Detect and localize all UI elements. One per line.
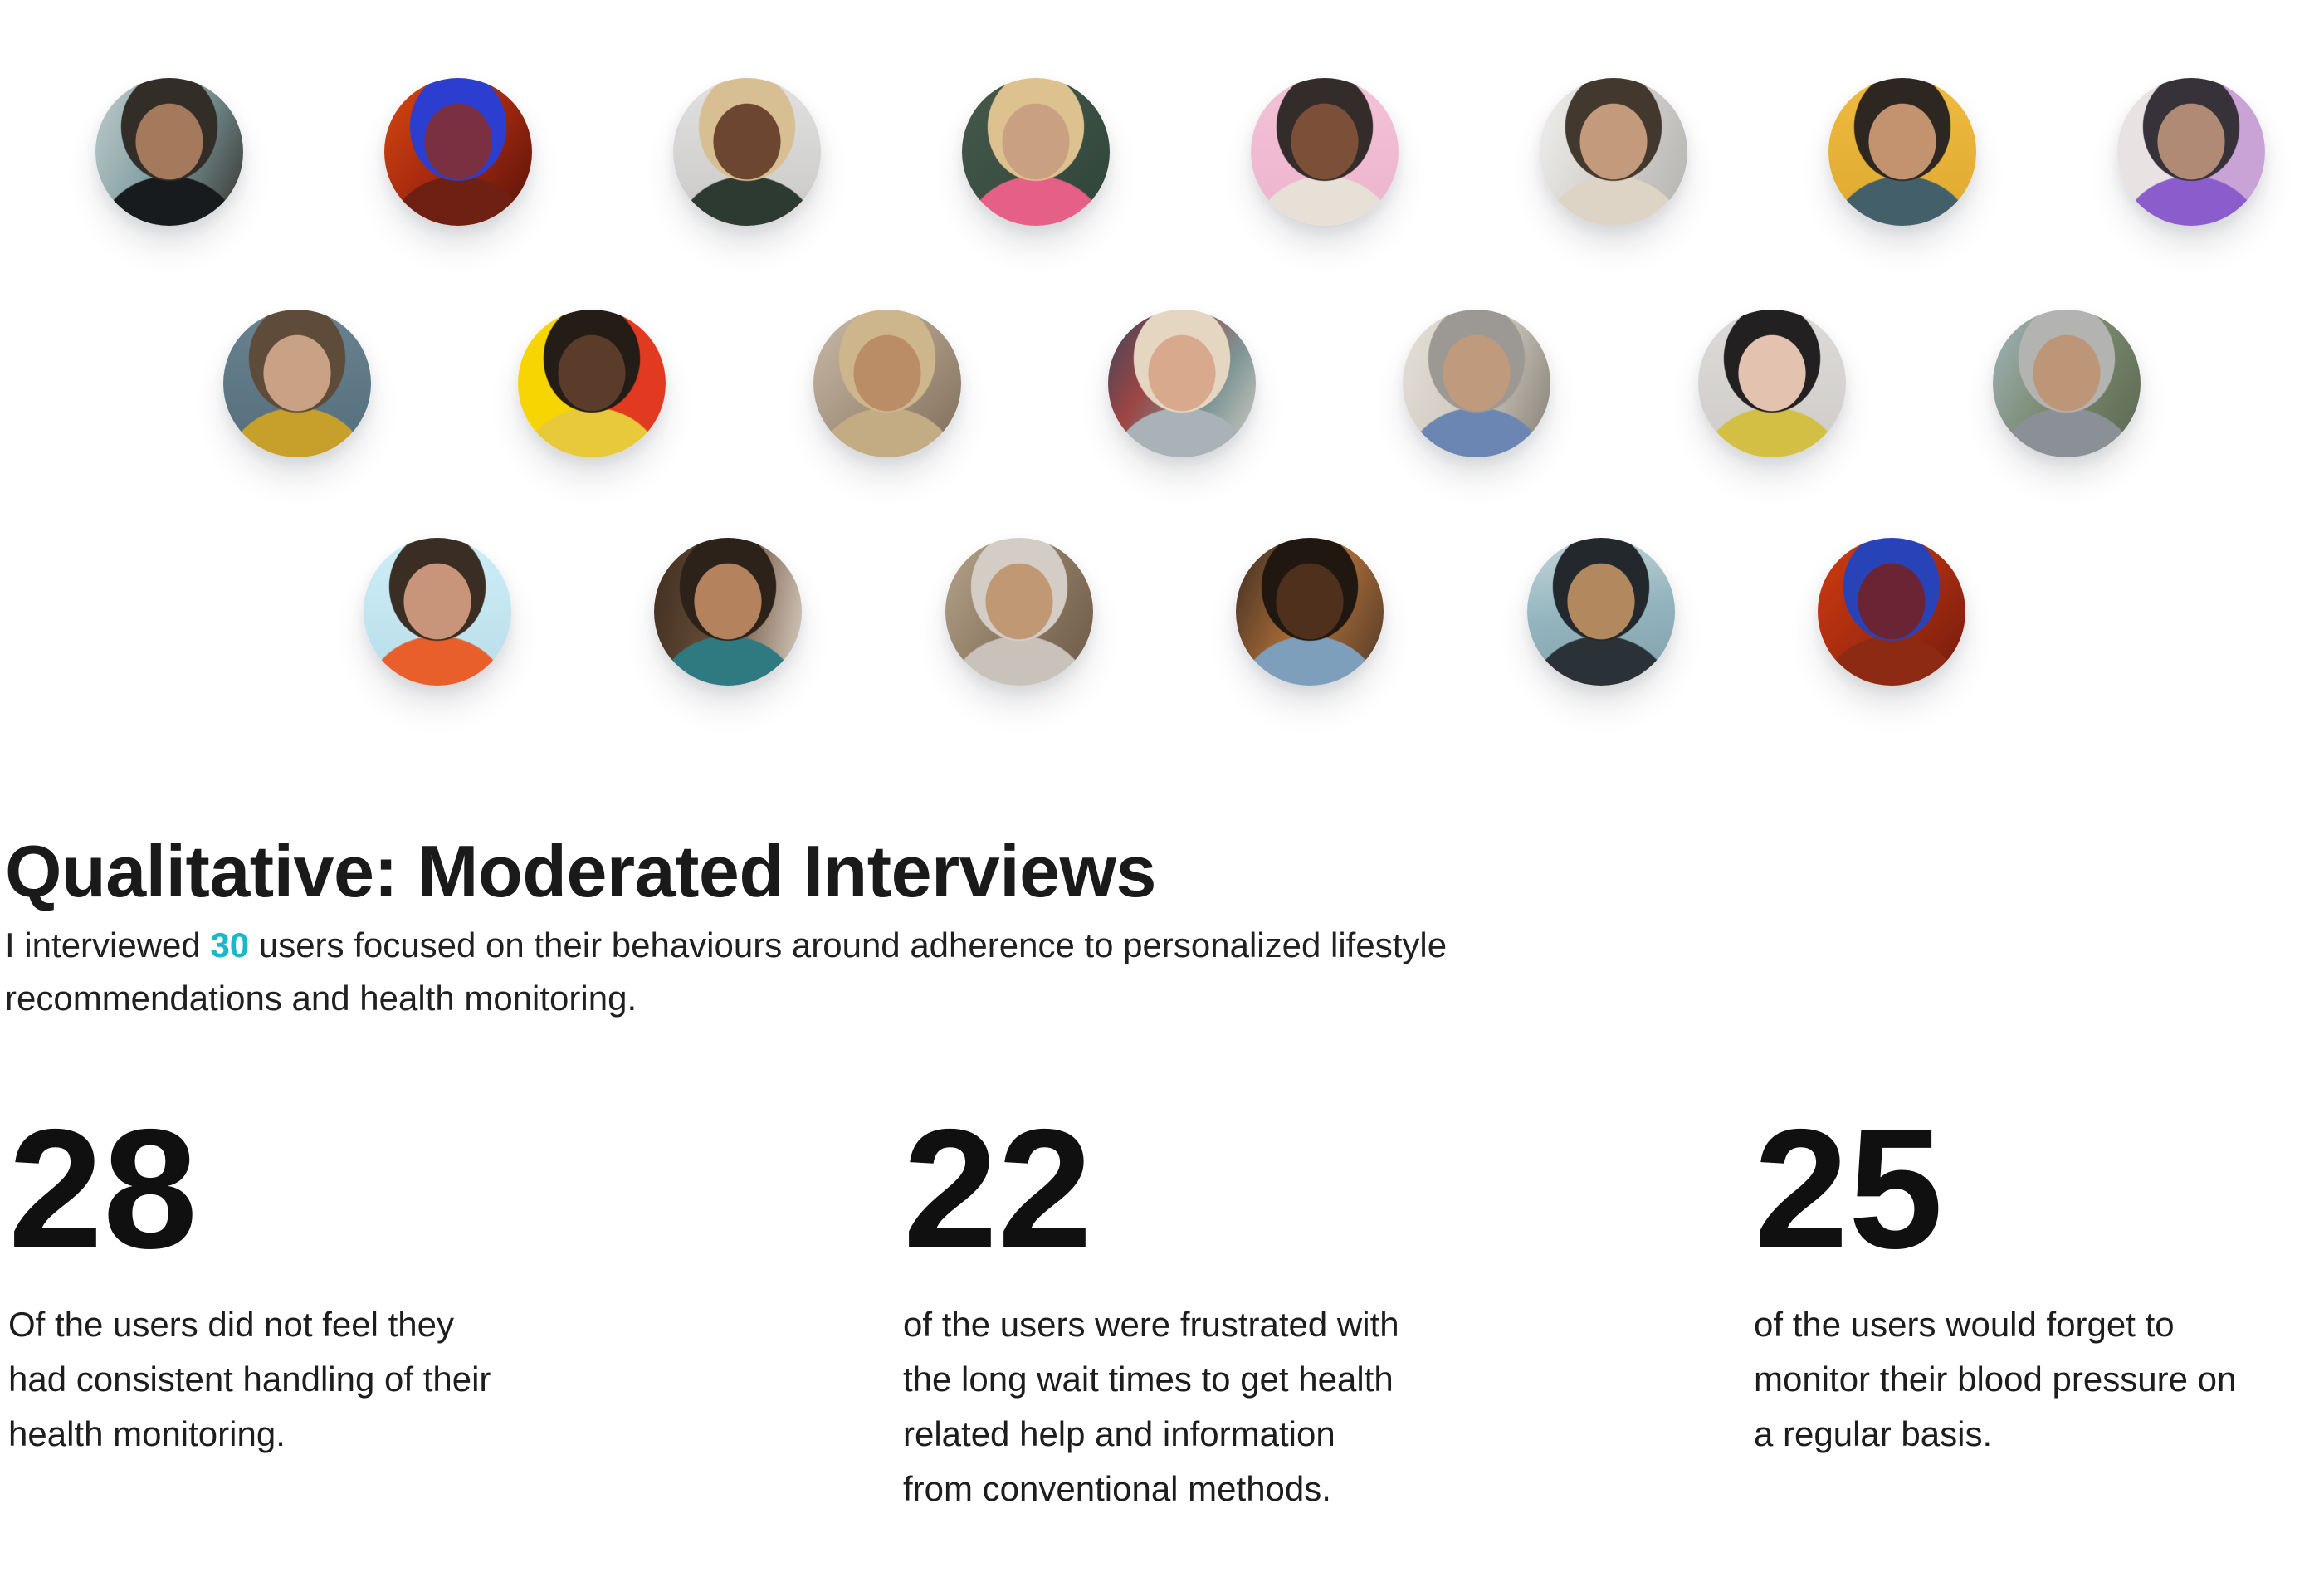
avatar-photo xyxy=(1236,538,1384,686)
stat-value: 22 xyxy=(903,1094,1093,1284)
stat-value: 28 xyxy=(8,1094,198,1284)
intro-text-suffix: users focused on their behaviours around… xyxy=(5,925,1448,1018)
intro-highlight: 30 xyxy=(210,925,250,964)
avatar-photo xyxy=(673,78,821,226)
avatar-photo xyxy=(1251,78,1399,226)
participant-avatar-grid xyxy=(0,0,2324,686)
avatar-photo xyxy=(813,310,961,457)
avatar-photo xyxy=(654,538,803,686)
avatar-photo xyxy=(1992,310,2141,457)
avatar-photo xyxy=(1697,310,1846,457)
stats-row: 28 Of the users did not feel they had co… xyxy=(5,1104,2324,1516)
intro-paragraph: I interviewed 30 users focused on their … xyxy=(5,919,1831,1025)
avatar-photo xyxy=(518,310,666,457)
stat-value: 25 xyxy=(1754,1094,1944,1284)
avatar-photo xyxy=(364,538,511,686)
avatar-photo xyxy=(1403,310,1551,457)
avatar-photo xyxy=(1817,538,1965,686)
stat-description: Of the users did not feel they had consi… xyxy=(8,1305,491,1453)
stat-column: 25 of the users would forget to monitor … xyxy=(1754,1104,2324,1516)
avatar-photo xyxy=(2117,78,2265,226)
avatar-photo xyxy=(384,78,532,226)
avatar-photo xyxy=(962,78,1110,226)
avatar-photo xyxy=(95,78,243,226)
avatar-photo xyxy=(945,538,1093,686)
avatar-photo xyxy=(223,310,371,457)
avatar-row xyxy=(95,78,2265,226)
avatar-row xyxy=(364,538,1965,686)
interviews-section: Qualitative: Moderated Interviews I inte… xyxy=(0,828,2324,1516)
avatar-row xyxy=(223,310,2141,457)
avatar-photo xyxy=(1540,78,1687,226)
stat-column: 28 Of the users did not feel they had co… xyxy=(8,1104,903,1516)
stat-description: of the users would forget to monitor the… xyxy=(1754,1305,2237,1453)
stat-description: of the users were frustrated with the lo… xyxy=(903,1305,1399,1508)
intro-text-prefix: I interviewed xyxy=(5,925,211,964)
avatar-photo xyxy=(1526,538,1675,686)
avatar-photo xyxy=(1107,310,1256,457)
stat-column: 22 of the users were frustrated with the… xyxy=(903,1104,1754,1516)
avatar-photo xyxy=(1828,78,1976,226)
page-title: Qualitative: Moderated Interviews xyxy=(5,830,1157,912)
